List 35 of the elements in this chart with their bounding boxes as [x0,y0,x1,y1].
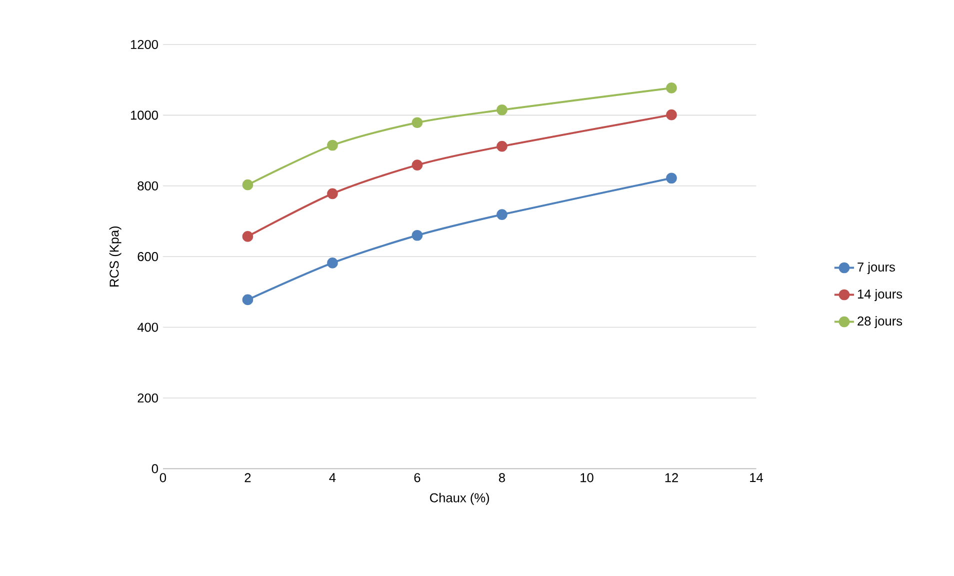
y-axis-title: RCS (Kpa) [109,226,122,286]
x-tick-label: 2 [244,472,251,482]
point [666,109,677,120]
legend-label: 28 jours [858,316,902,328]
point [666,172,677,184]
point [412,159,423,170]
point [496,140,508,152]
point [327,140,338,150]
x-axis-title: Chaux (%) [430,492,490,505]
point [327,257,338,268]
y-tick-label: 0 [152,464,158,473]
legend-label: 7 jours [858,262,895,274]
point [496,208,508,220]
x-tick-label: 0 [160,472,166,482]
legend-label: 14 jours [858,288,902,301]
y-tick-label: 600 [138,252,158,261]
point [242,294,254,305]
x-tick-label: 8 [498,472,505,482]
x-tick-label: 4 [329,472,336,482]
point [412,230,423,241]
point [412,116,423,128]
x-tick-label: 6 [414,472,420,482]
y-tick-label: 200 [138,393,158,402]
point [496,104,508,116]
y-tick-label: 400 [137,322,158,332]
point [666,82,677,94]
point [327,188,338,199]
point [242,230,254,242]
y-tick-label: 1200 [130,40,158,49]
point [242,179,254,190]
y-tick-label: 1000 [130,110,158,120]
x-tick-label: 12 [665,472,678,482]
x-tick-label: 10 [580,472,594,482]
y-tick-label: 800 [138,181,158,190]
x-tick-label: 14 [750,472,763,482]
